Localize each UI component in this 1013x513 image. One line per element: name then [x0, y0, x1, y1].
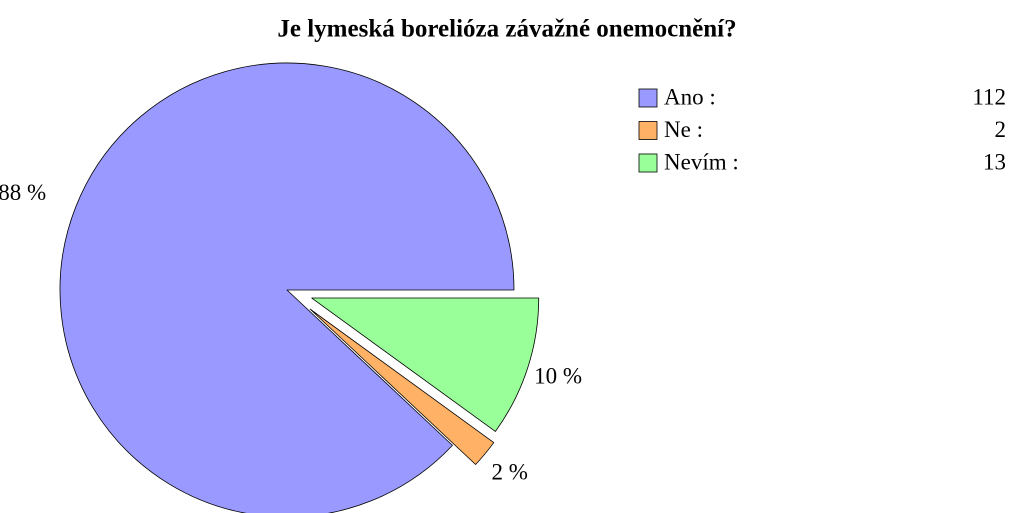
- pie-slice: [311, 297, 540, 432]
- legend-label: Nevím :: [664, 149, 739, 174]
- legend-swatch: [638, 121, 658, 140]
- legend-count: 112: [972, 84, 1006, 109]
- chart-title: Je lymeská borelióza závažné onemocnění?: [277, 16, 736, 43]
- slice-label: 2 %: [491, 459, 527, 484]
- legend-count: 13: [983, 149, 1006, 174]
- pie-slice: [309, 308, 495, 465]
- legend-label: Ne :: [664, 117, 703, 142]
- legend-swatch: [638, 88, 658, 108]
- legend-label: Ano :: [664, 84, 716, 109]
- legend-count: 2: [995, 117, 1007, 142]
- slice-label: 10 %: [534, 363, 582, 388]
- legend-swatch: [638, 153, 658, 173]
- slice-label: 88 %: [0, 180, 46, 205]
- pie-slice: [59, 62, 515, 513]
